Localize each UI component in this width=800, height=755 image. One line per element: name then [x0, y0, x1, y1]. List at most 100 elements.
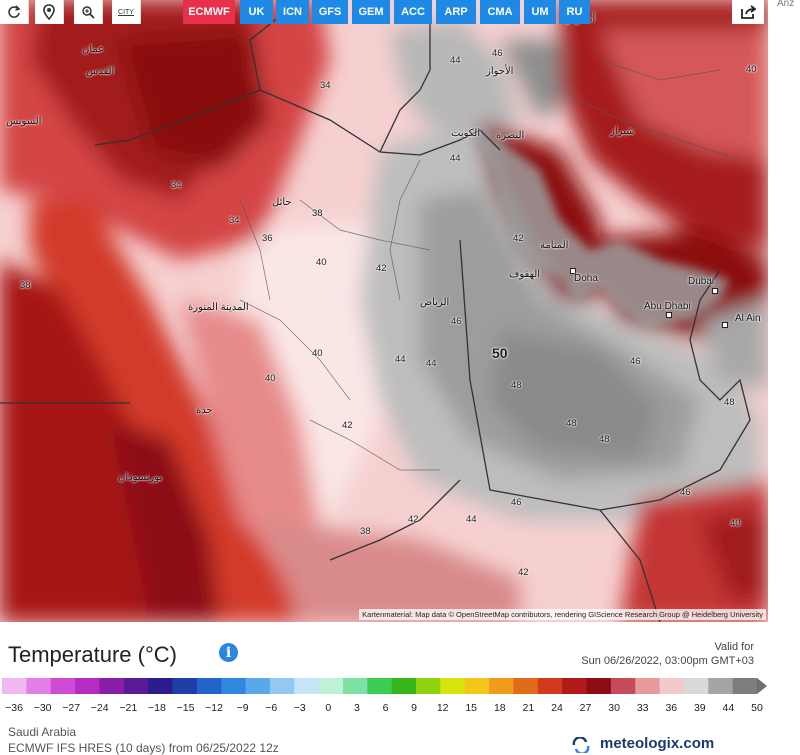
isotherm-label: 48	[599, 434, 610, 445]
scale-color-segment	[513, 678, 539, 694]
brand-name[interactable]: meteologix.com	[600, 735, 715, 752]
max-temperature-label: 50	[492, 345, 508, 361]
parameter-title: Temperature (°C)	[8, 642, 177, 668]
region-name: Saudi Arabia	[8, 725, 77, 739]
scale-tick-label: 30	[608, 702, 620, 714]
scale-color-segment	[708, 678, 734, 694]
scale-color-segment	[391, 678, 417, 694]
map-attribution[interactable]: Kartenmaterial: Map data © OpenStreetMap…	[359, 609, 766, 620]
valid-for-label: Valid for	[714, 641, 754, 653]
model-run-info: ECMWF IFS HRES (10 days) from 06/25/2022…	[8, 741, 279, 755]
city-label-manama[interactable]: المنامة	[540, 240, 569, 251]
city-label-kuwait[interactable]: الكويت	[451, 128, 481, 139]
city-label-abu-dhabi[interactable]: Abu Dhabi	[644, 301, 691, 312]
scale-color-segment	[683, 678, 709, 694]
city-toggle-button[interactable]: CITY	[112, 0, 141, 24]
map-canvas	[0, 0, 768, 622]
location-button[interactable]	[35, 0, 64, 24]
scale-tick-label: −30	[33, 702, 52, 714]
tab-acc[interactable]: ACC	[394, 0, 432, 24]
parameter-name: Temperature	[8, 642, 132, 667]
weather-map[interactable]: 34 34 36 38 38 40 42 40 40 44 44 46 42 4…	[0, 0, 768, 622]
refresh-button[interactable]	[0, 0, 29, 24]
isotherm-label: 38	[20, 280, 31, 291]
city-label-port-sudan[interactable]: بورتسودان	[118, 472, 163, 483]
isotherm-label: 44	[426, 358, 437, 369]
city-marker[interactable]	[666, 312, 672, 318]
scale-color-segment	[318, 678, 344, 694]
scale-tick-label: 15	[465, 702, 478, 714]
meteologix-logo-icon	[572, 737, 590, 753]
city-label-doha[interactable]: Doha	[574, 273, 598, 284]
scale-tick-label: −27	[62, 702, 81, 714]
isotherm-label: 42	[518, 567, 529, 578]
scale-tick-label: 27	[579, 702, 592, 714]
city-toggle-label: CITY	[118, 8, 134, 16]
color-scale-bar	[2, 678, 767, 694]
city-label-hail[interactable]: حائل	[272, 197, 292, 208]
isotherm-label: 48	[566, 418, 577, 429]
isotherm-label: 36	[262, 233, 273, 244]
city-label-al-ain[interactable]: Al Ain	[735, 313, 761, 324]
city-marker[interactable]	[570, 268, 576, 274]
scale-tick-label: 18	[493, 702, 506, 714]
scale-tick-label: 39	[693, 702, 706, 714]
scale-color-segment	[464, 678, 490, 694]
isotherm-label: 34	[320, 80, 331, 91]
scale-color-segment	[2, 678, 27, 694]
scale-tick-label: −3	[293, 702, 306, 714]
scale-tick-label: −6	[265, 702, 278, 714]
isotherm-label: 44	[466, 514, 477, 525]
city-label-shiraz[interactable]: شيراز	[610, 126, 635, 137]
map-toolbar: CITY ECMWF UK ICN GFS GEM ACC ARP CMA UM…	[0, 0, 768, 24]
city-marker[interactable]	[722, 322, 728, 328]
scale-tick-label: −15	[176, 702, 195, 714]
share-button[interactable]	[732, 0, 764, 24]
tab-cma[interactable]: CMA	[480, 0, 520, 24]
isotherm-label: 40	[316, 257, 327, 268]
isotherm-label: 46	[680, 487, 691, 498]
scale-color-segment	[610, 678, 636, 694]
scale-tick-label: −21	[119, 702, 138, 714]
scale-color-segment	[367, 678, 393, 694]
scale-tick-label: 24	[551, 702, 563, 714]
city-label-dubai[interactable]: Dubai	[688, 276, 715, 287]
scale-color-segment	[123, 678, 149, 694]
zoom-button[interactable]	[74, 0, 103, 24]
scale-color-segment	[562, 678, 588, 694]
scale-tick-label: 44	[722, 702, 735, 714]
isotherm-label: 38	[312, 208, 323, 219]
scale-tick-label: −24	[90, 702, 109, 714]
isotherm-label: 38	[360, 526, 371, 537]
isotherm-label: 46	[492, 48, 503, 59]
isotherm-label: 42	[513, 233, 524, 244]
tab-uk[interactable]: UK	[240, 0, 273, 24]
scale-color-segment	[586, 678, 612, 694]
scale-color-segment	[26, 678, 52, 694]
scale-tick-label: 12	[436, 702, 449, 714]
city-label-riyadh[interactable]: الرياض	[420, 297, 450, 308]
tab-icn[interactable]: ICN	[276, 0, 309, 24]
city-label-ahvaz[interactable]: الأحواز	[486, 66, 514, 77]
scale-color-segment	[732, 678, 758, 694]
scale-tick-label: 6	[382, 702, 389, 714]
tab-gfs[interactable]: GFS	[312, 0, 348, 24]
tab-gem[interactable]: GEM	[352, 0, 390, 24]
scale-color-segment	[196, 678, 222, 694]
city-label-basra[interactable]: البصرة	[496, 130, 525, 141]
tab-ecmwf[interactable]: ECMWF	[183, 0, 235, 24]
isotherm-label: 34	[229, 215, 240, 226]
scale-color-segment	[50, 678, 76, 694]
city-label-jeddah[interactable]: جدة	[196, 405, 213, 416]
scale-tick-label: 33	[636, 702, 649, 714]
tab-arp[interactable]: ARP	[436, 0, 476, 24]
city-marker[interactable]	[712, 288, 718, 294]
tab-um[interactable]: UM	[524, 0, 556, 24]
city-label-amman[interactable]: عمان	[82, 44, 105, 55]
city-label-suez[interactable]: السويس	[6, 116, 42, 127]
city-label-jerusalem[interactable]: القدس	[86, 66, 115, 77]
city-label-hofuf[interactable]: الهفوف	[509, 269, 541, 280]
info-icon[interactable]: i	[219, 643, 238, 662]
tab-ru[interactable]: RU	[559, 0, 590, 24]
city-label-medina[interactable]: المدينة المنورة	[188, 302, 249, 313]
